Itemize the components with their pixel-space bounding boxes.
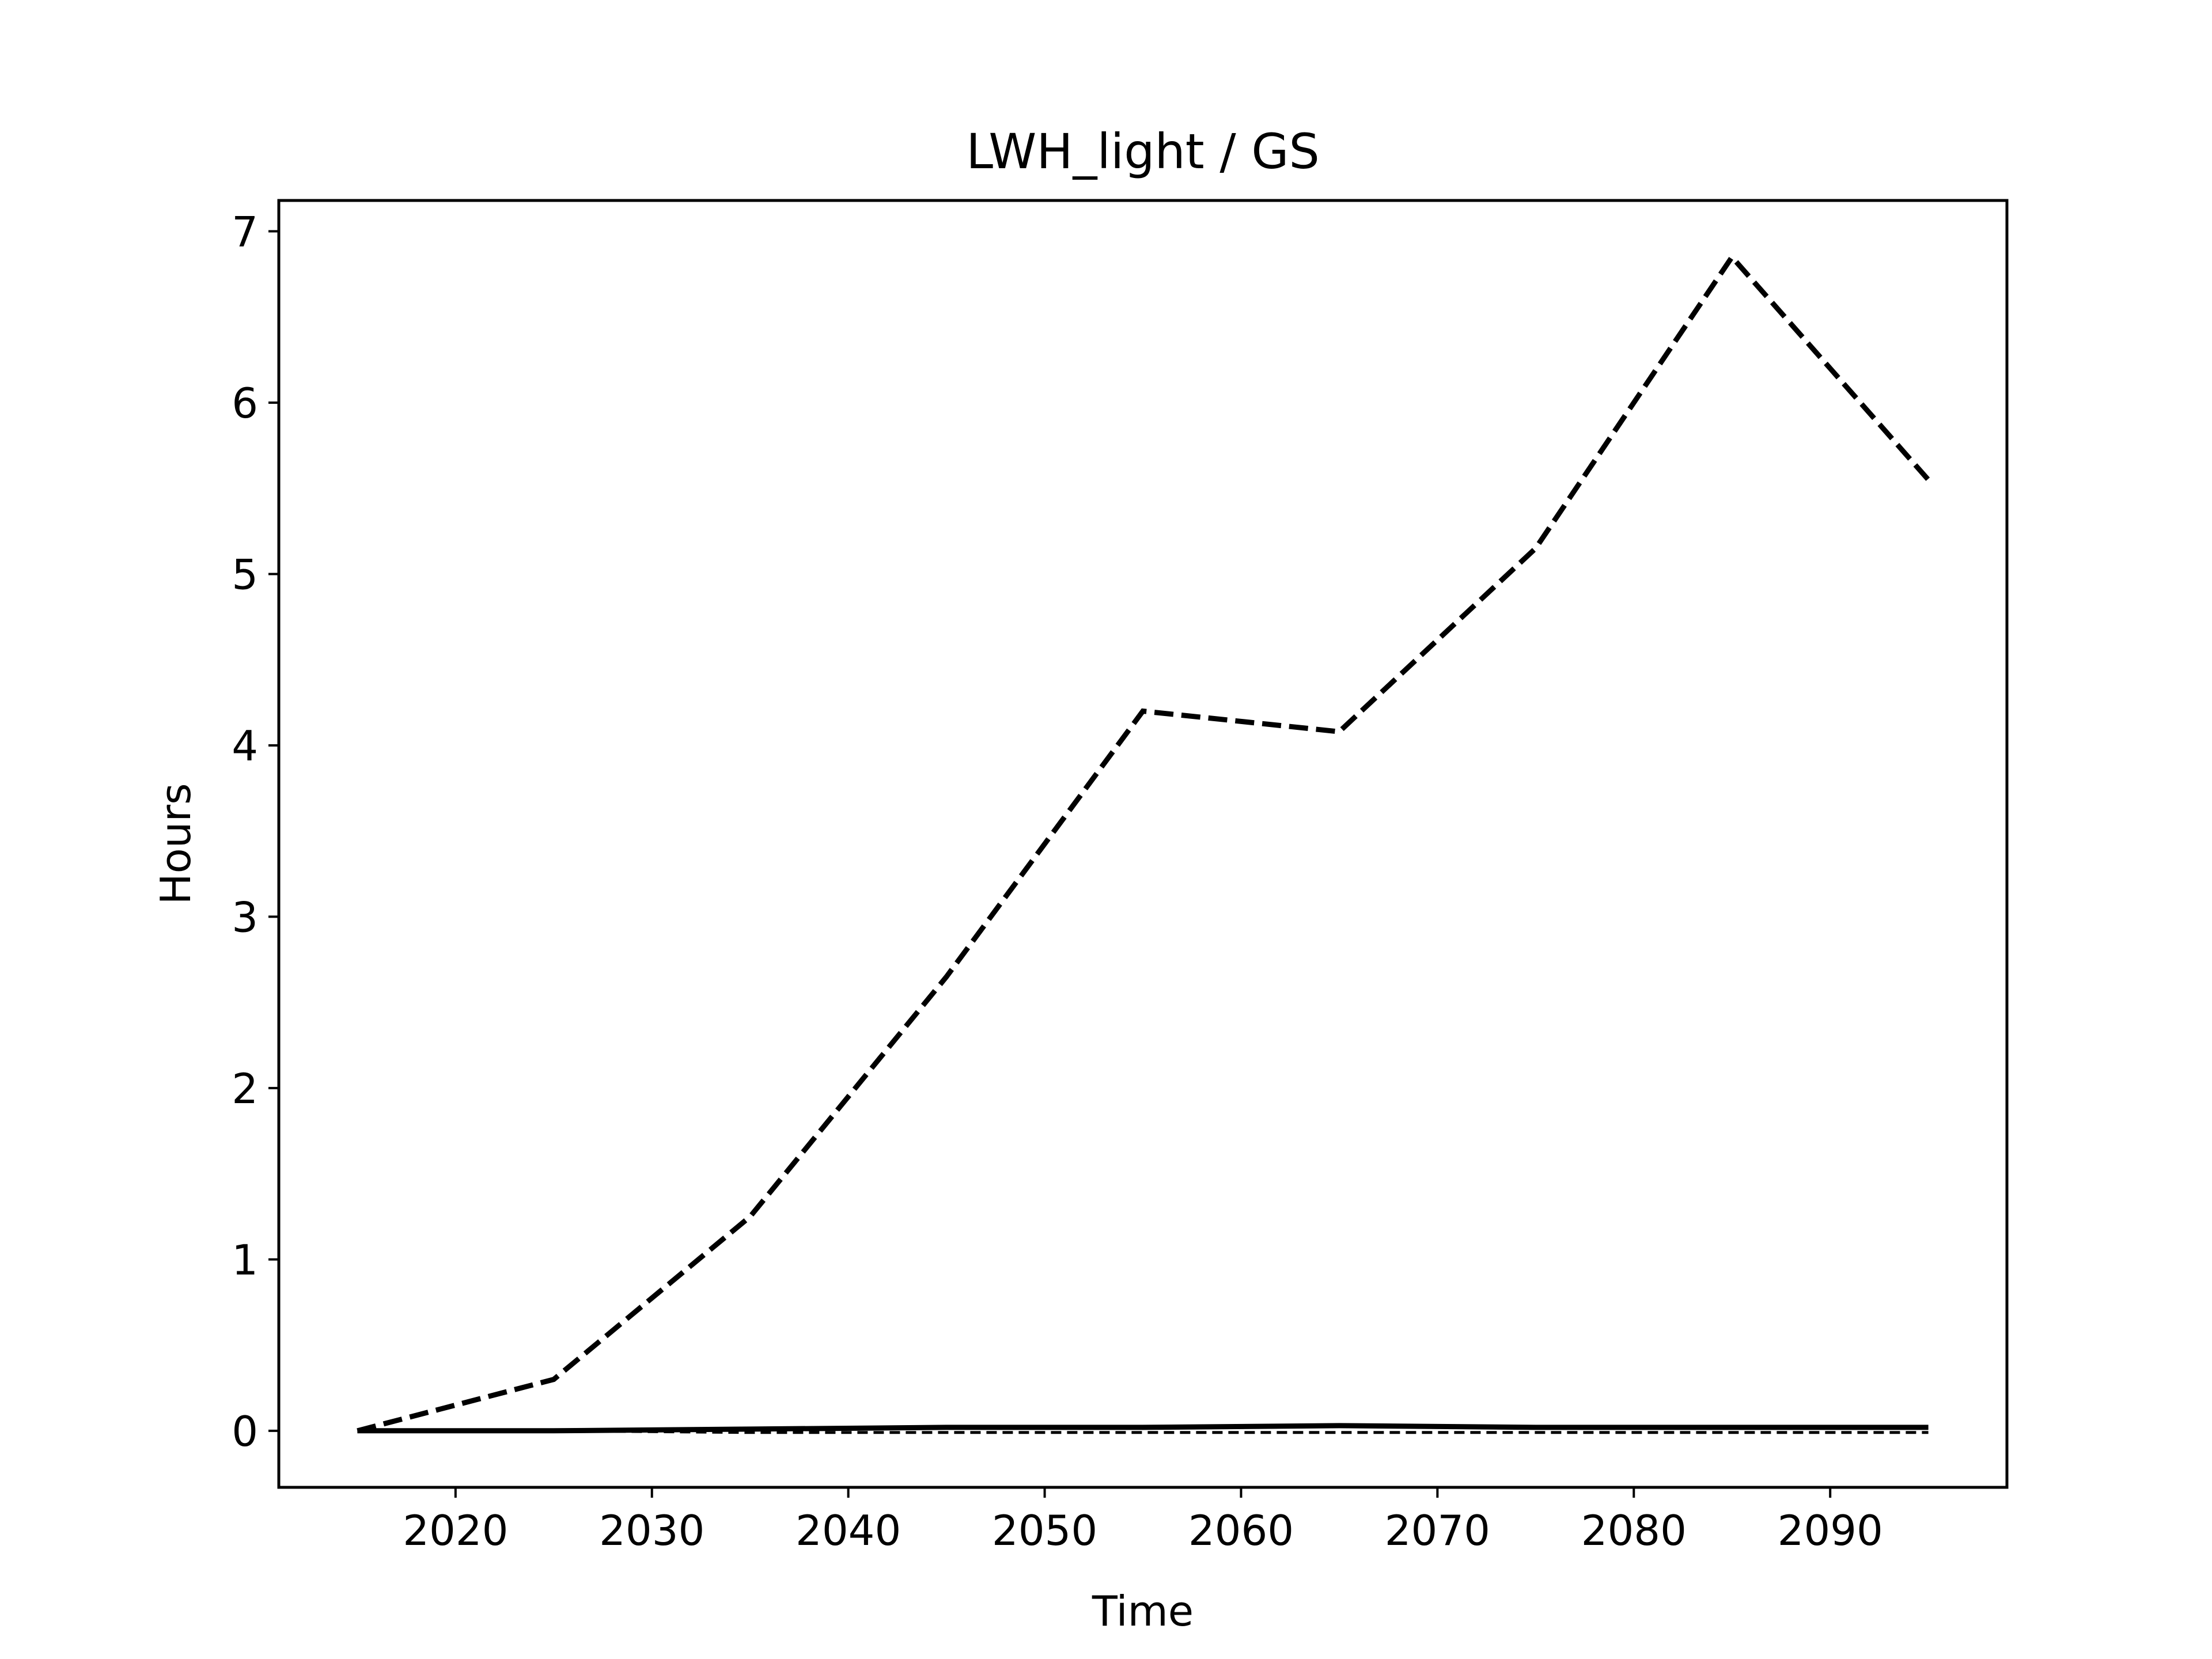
x-tick-label: 2080	[1581, 1506, 1687, 1555]
series-line-1	[357, 252, 1930, 1434]
x-tick-label: 2050	[992, 1506, 1097, 1555]
y-tick-label: 1	[232, 1236, 258, 1284]
series-line-3	[357, 1429, 1929, 1434]
x-tick-label: 2020	[403, 1506, 508, 1555]
y-axis-ticks: 0 1 2 3 4 5 6 7	[232, 208, 279, 1456]
y-tick-label: 3	[232, 893, 258, 941]
chart-title: LWH_light / GS	[966, 123, 1320, 180]
y-tick-label: 2	[232, 1065, 258, 1113]
plot-frame	[277, 199, 2009, 1489]
x-tick-label: 2030	[599, 1506, 704, 1555]
x-tick-label: 2060	[1188, 1506, 1294, 1555]
plot-lines	[357, 252, 1930, 1434]
x-tick-label: 2040	[796, 1506, 901, 1555]
y-tick-label: 6	[232, 379, 258, 427]
x-axis-label: Time	[1092, 1587, 1194, 1635]
x-tick-label: 2070	[1385, 1506, 1490, 1555]
y-tick-label: 4	[232, 722, 258, 770]
y-tick-label: 5	[232, 550, 258, 599]
x-tick-label: 2090	[1778, 1506, 1883, 1555]
y-tick-label: 0	[232, 1407, 258, 1456]
y-tick-label: 7	[232, 208, 258, 256]
y-axis-label: Hours	[151, 783, 200, 905]
x-axis-ticks: 2020 2030 2040 2050 2060 2070 2080 2090	[403, 1487, 1883, 1555]
